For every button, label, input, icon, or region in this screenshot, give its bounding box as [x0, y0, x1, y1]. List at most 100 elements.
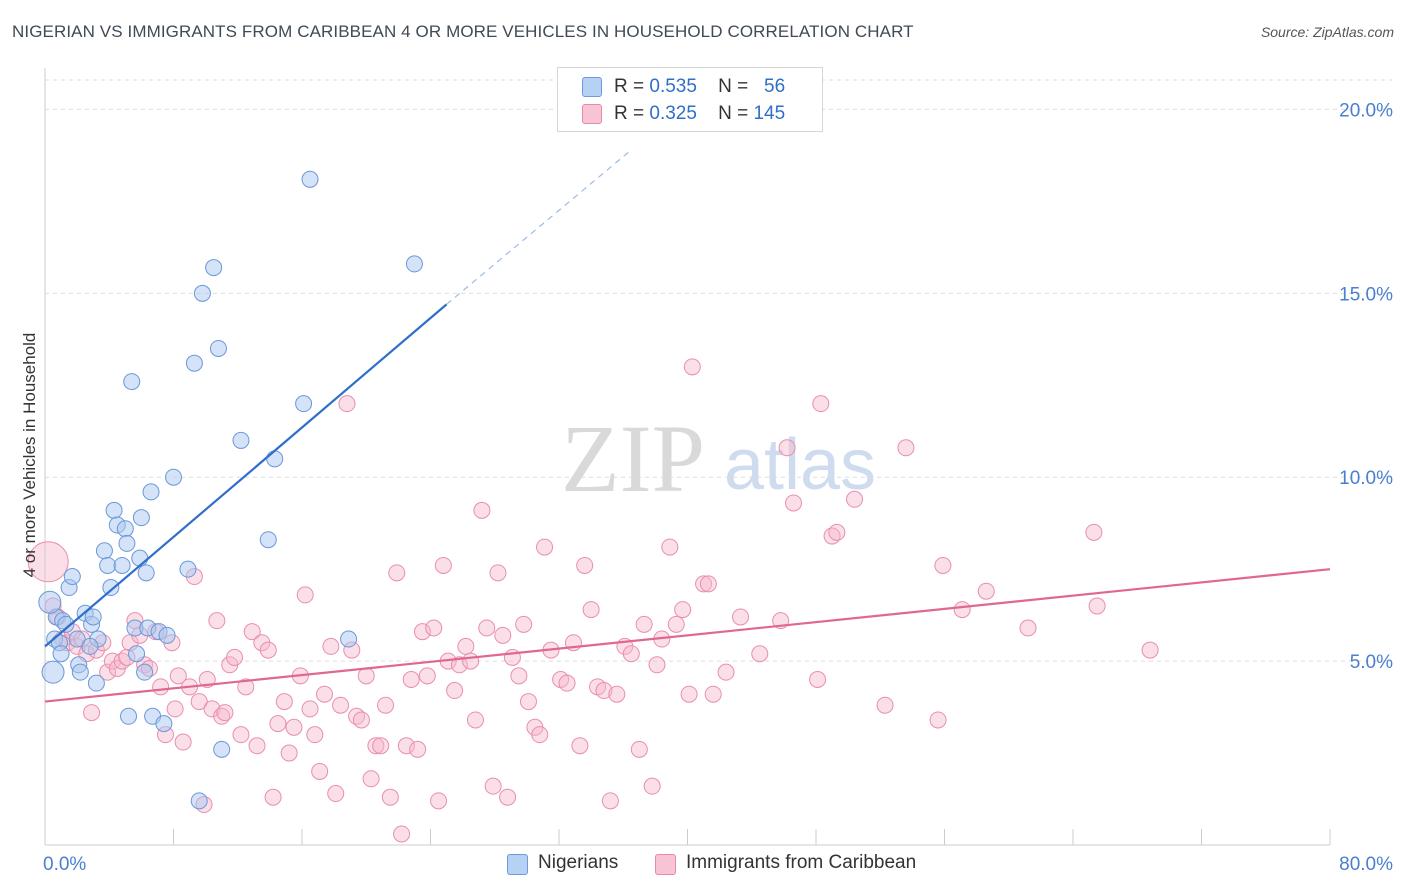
caribbean-point — [190, 693, 208, 711]
nigerian-point — [131, 549, 149, 567]
caribbean-point — [372, 737, 390, 755]
correlation-legend: R = 0.535 N = 56 R = 0.325 N = 145 — [557, 67, 823, 132]
chart-title: NIGERIAN VS IMMIGRANTS FROM CARIBBEAN 4 … — [12, 22, 914, 41]
legend-text-caribbean: R = 0.325 N = 145 — [614, 103, 785, 125]
caribbean-point — [674, 601, 692, 619]
y-tick-labels: 5.0% 10.0% 15.0% 20.0% — [1339, 100, 1393, 673]
trend-lines — [44, 149, 1331, 703]
caribbean-trend-line — [44, 568, 1331, 703]
caribbean-point — [828, 523, 846, 541]
caribbean-point — [226, 648, 244, 666]
nigerians-trend-line — [44, 303, 448, 648]
gridlines — [45, 79, 1392, 662]
y-tick-label: 5.0% — [1350, 652, 1393, 673]
caribbean-point — [622, 645, 640, 663]
caribbean-point — [473, 501, 491, 519]
caribbean-point — [683, 358, 701, 376]
caribbean-point — [582, 601, 600, 619]
n-value: 145 — [753, 103, 786, 124]
caribbean-point — [367, 737, 385, 755]
nigerian-point — [120, 707, 138, 725]
caribbean-point — [311, 762, 329, 780]
nigerian-point — [301, 170, 319, 188]
caribbean-point — [248, 737, 266, 755]
caribbean-point — [446, 682, 464, 700]
caribbean-point — [322, 637, 340, 655]
x-tick-labels: 0.0% 80.0% — [43, 854, 1393, 875]
nigerian-point — [209, 339, 227, 357]
watermark: ZIP atlas — [561, 405, 876, 512]
caribbean-point — [462, 652, 480, 670]
legend-text-nigerians: R = 0.535 N = 56 — [614, 76, 785, 98]
y-tick-label: 20.0% — [1339, 100, 1393, 121]
nigerian-point — [205, 259, 223, 277]
r-label: R = — [614, 103, 645, 124]
caribbean-point — [352, 711, 370, 729]
caribbean-point — [667, 615, 685, 633]
x-tick-label: 0.0% — [43, 854, 86, 875]
caribbean-point — [388, 564, 406, 582]
nigerian-point — [193, 284, 211, 302]
axes — [44, 68, 1331, 846]
nigerian-point — [113, 556, 131, 574]
nigerian-point — [132, 509, 150, 527]
caribbean-point — [785, 494, 803, 512]
caribbean-point — [643, 777, 661, 795]
caribbean-point — [648, 656, 666, 674]
bottom-legend-swatch-nigerians — [507, 854, 528, 875]
legend-swatch-caribbean — [582, 104, 602, 124]
nigerian-point — [179, 560, 197, 578]
caribbean-point — [377, 696, 395, 714]
caribbean-point — [338, 395, 356, 413]
nigerian-point — [405, 255, 423, 273]
nigerian-point — [158, 626, 176, 644]
caribbean-point — [393, 825, 411, 843]
caribbean-point — [812, 395, 830, 413]
caribbean-point — [515, 615, 533, 633]
caribbean-point — [301, 700, 319, 718]
n-value: 56 — [764, 76, 786, 97]
x-tick-label: 80.0% — [1339, 854, 1393, 875]
r-label: R = — [614, 76, 645, 97]
caribbean-point — [259, 641, 277, 659]
nigerian-point — [105, 501, 123, 519]
caribbean-point — [269, 715, 287, 733]
nigerian-point — [84, 608, 102, 626]
legend-swatch-nigerians — [582, 77, 602, 97]
caribbean-point — [27, 541, 69, 583]
nigerian-point — [155, 715, 173, 733]
caribbean-point — [243, 623, 261, 641]
caribbean-point — [457, 637, 475, 655]
caribbean-point — [413, 623, 431, 641]
caribbean-point — [680, 685, 698, 703]
r-value: 0.325 — [649, 103, 697, 124]
caribbean-point — [608, 685, 626, 703]
caribbean-point — [635, 615, 653, 633]
caribbean-point — [510, 667, 528, 685]
r-value: 0.535 — [649, 76, 697, 97]
caribbean-point — [169, 667, 187, 685]
caribbean-point — [409, 740, 427, 758]
caribbean-point — [732, 608, 750, 626]
caribbean-point — [929, 711, 947, 729]
caribbean-point — [809, 670, 827, 688]
caribbean-point — [362, 770, 380, 788]
nigerian-point — [95, 542, 113, 560]
caribbean-point — [216, 704, 234, 722]
nigerian-point — [259, 531, 277, 549]
nigerian-point — [190, 792, 208, 810]
caribbean-point — [264, 788, 282, 806]
caribbean-point — [237, 678, 255, 696]
caribbean-point — [434, 556, 452, 574]
nigerian-point — [266, 450, 284, 468]
caribbean-point — [296, 586, 314, 604]
nigerian-point — [102, 579, 120, 597]
caribbean-point — [704, 685, 722, 703]
caribbean-point — [208, 612, 226, 630]
nigerian-point — [52, 645, 70, 663]
caribbean-point — [152, 678, 170, 696]
nigerian-point — [41, 660, 65, 684]
caribbean-point — [450, 656, 468, 674]
caribbean-point — [571, 737, 589, 755]
caribbean-point — [332, 696, 350, 714]
